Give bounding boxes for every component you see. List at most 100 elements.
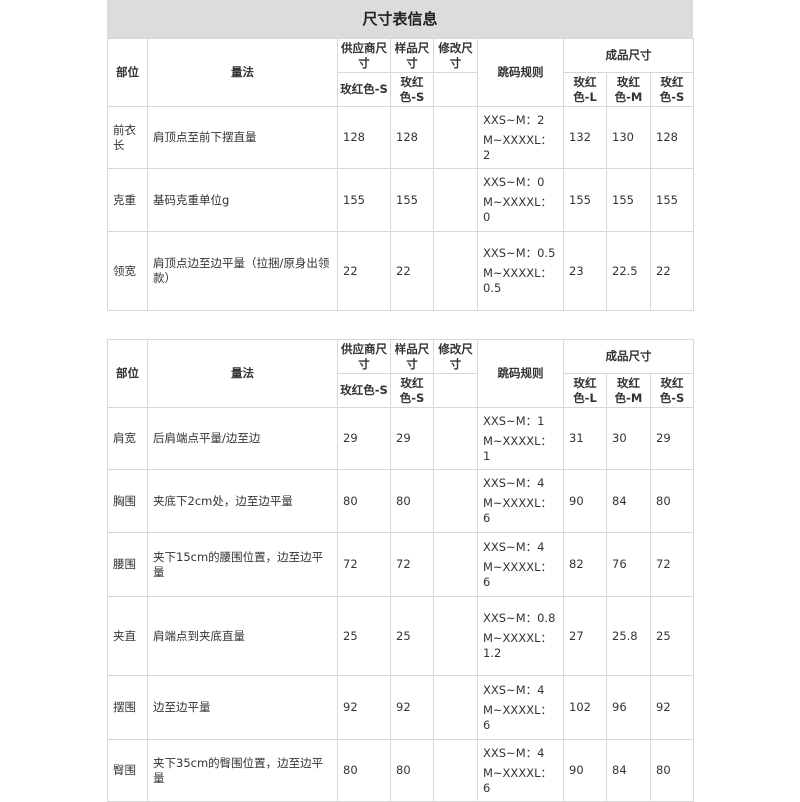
- rule-line: XXS~M：4: [483, 745, 545, 760]
- value-cell: 80: [390, 739, 434, 802]
- value-cell: 22: [337, 231, 391, 311]
- value-cell: 155: [650, 168, 694, 232]
- value-cell: 84: [606, 469, 651, 533]
- body-row: 前衣长 肩顶点至前下摆直量 128 128 XXS~M：2 M~XXXXL：2 132 130…: [107, 106, 694, 169]
- header-cell: 玫红色-L: [563, 72, 607, 107]
- header-cell: 成品尺寸: [563, 38, 694, 73]
- header-cell: 玫红色-S: [337, 373, 391, 408]
- header-cell: [433, 373, 478, 408]
- value-cell: 130: [606, 106, 651, 169]
- rule-line: M~XXXXL：6: [483, 496, 552, 525]
- value-cell: 22: [390, 231, 434, 311]
- value-cell: 30: [606, 407, 651, 470]
- value-cell: 155: [337, 168, 391, 232]
- value-cell: 102: [563, 675, 607, 740]
- value-cell: 29: [650, 407, 694, 470]
- rule-cell: XXS~M：0.8 M~XXXXL：1.2: [477, 596, 564, 676]
- part-cell: 领宽: [107, 231, 148, 311]
- header-cell: 供应商尺寸: [337, 339, 391, 374]
- value-cell: 72: [337, 532, 391, 597]
- value-cell: 76: [606, 532, 651, 597]
- part-cell: 夹直: [107, 596, 148, 676]
- rule-line: M~XXXXL：0: [483, 195, 552, 224]
- rule-line: XXS~M：4: [483, 682, 545, 697]
- method-cell: 边至边平量: [147, 675, 338, 740]
- header-cell: 成品尺寸: [563, 339, 694, 374]
- rule-line: M~XXXXL：0.5: [483, 266, 552, 295]
- part-cell: 胸围: [107, 469, 148, 533]
- value-cell: 92: [650, 675, 694, 740]
- size-table: 部位 量法 供应商尺寸 样品尺寸 修改尺寸 跳码规则 成品尺寸 玫红色-S 玫红色-S 玫红色-L…: [107, 339, 694, 802]
- rule-line: M~XXXXL：2: [483, 132, 552, 162]
- header-cell: 样品尺寸: [390, 339, 434, 374]
- body-row: 臀围 夹下35cm的臀围位置，边至边平量 80 80 XXS~M：4 M~XXXXL：6 9…: [107, 739, 694, 802]
- header-cell: 修改尺寸: [433, 339, 478, 374]
- method-cell: 夹下35cm的臀围位置，边至边平量: [147, 739, 338, 802]
- header-cell: 玫红色-S: [650, 72, 694, 107]
- method-cell: 基码克重单位g: [147, 168, 338, 232]
- rule-line: XXS~M：0.8: [483, 611, 556, 625]
- header-cell: 玫红色-S: [390, 72, 434, 107]
- value-cell: 22: [650, 231, 694, 311]
- value-cell: 80: [390, 469, 434, 533]
- value-cell: [433, 469, 478, 533]
- header-cell: 部位: [107, 38, 148, 107]
- rule-line: XXS~M：4: [483, 539, 545, 554]
- value-cell: 155: [563, 168, 607, 232]
- value-cell: 72: [390, 532, 434, 597]
- header-cell: 量法: [147, 38, 338, 107]
- rule-line: XXS~M：4: [483, 476, 545, 490]
- header-row: 玫红色-S 玫红色-S 玫红色-L 玫红色-M 玫红色-S: [108, 72, 694, 107]
- value-cell: 29: [337, 407, 391, 470]
- value-cell: 27: [563, 596, 607, 676]
- rule-cell: XXS~M：4 M~XXXXL：6: [477, 469, 564, 533]
- rule-line: M~XXXXL：1: [483, 433, 552, 463]
- body-row: 夹直 肩端点到夹底直量 25 25 XXS~M：0.8 M~XXXXL：1.2 27 25.8…: [107, 596, 694, 676]
- rule-line: M~XXXXL：6: [483, 702, 552, 732]
- body-row: 胸围 夹底下2cm处，边至边平量 80 80 XXS~M：4 M~XXXXL：6 90 84 8…: [107, 469, 694, 533]
- part-cell: 腰围: [107, 532, 148, 597]
- rule-cell: XXS~M：0.5 M~XXXXL：0.5: [477, 231, 564, 311]
- part-cell: 臀围: [107, 739, 148, 802]
- value-cell: [433, 596, 478, 676]
- value-cell: 72: [650, 532, 694, 597]
- value-cell: 23: [563, 231, 607, 311]
- value-cell: 132: [563, 106, 607, 169]
- header-row: 部位 量法 供应商尺寸 样品尺寸 修改尺寸 跳码规则 成品尺寸: [107, 339, 694, 408]
- header-row: 部位 量法 供应商尺寸 样品尺寸 修改尺寸 跳码规则 成品尺寸: [107, 38, 694, 107]
- header-row: 玫红色-S 玫红色-S 玫红色-L 玫红色-M 玫红色-S: [108, 373, 694, 408]
- method-cell: 肩顶点至前下摆直量: [147, 106, 338, 169]
- value-cell: 29: [390, 407, 434, 470]
- value-cell: 84: [606, 739, 651, 802]
- header-cell: 玫红色-S: [390, 373, 434, 408]
- body-row: 领宽 肩顶点边至边平量（拉捆/原身出领款） 22 22 XXS~M：0.5 M~XXXXL…: [107, 231, 694, 311]
- rule-line: M~XXXXL：6: [483, 765, 552, 795]
- header-cell: 修改尺寸: [433, 38, 478, 73]
- value-cell: 92: [390, 675, 434, 740]
- body-row: 摆围 边至边平量 92 92 XXS~M：4 M~XXXXL：6 102 96 92: [107, 675, 694, 740]
- value-cell: 80: [650, 739, 694, 802]
- value-cell: 25: [337, 596, 391, 676]
- method-cell: 肩顶点边至边平量（拉捆/原身出领款）: [147, 231, 338, 311]
- rule-line: XXS~M：0.5: [483, 246, 556, 260]
- rule-line: M~XXXXL：6: [483, 559, 552, 589]
- part-cell: 肩宽: [107, 407, 148, 470]
- rule-line: XXS~M：2: [483, 112, 545, 127]
- part-cell: 摆围: [107, 675, 148, 740]
- value-cell: [433, 106, 478, 169]
- method-cell: 夹底下2cm处，边至边平量: [147, 469, 338, 533]
- value-cell: 31: [563, 407, 607, 470]
- header-cell: 量法: [147, 339, 338, 408]
- part-cell: 克重: [107, 168, 148, 232]
- header-cell: 玫红色-M: [606, 72, 651, 107]
- method-cell: 肩端点到夹底直量: [147, 596, 338, 676]
- part-cell: 前衣长: [107, 106, 148, 169]
- header-cell: 玫红色-S: [337, 72, 391, 107]
- value-cell: [433, 739, 478, 802]
- value-cell: 22.5: [606, 231, 651, 311]
- header-cell: 跳码规则: [477, 339, 564, 408]
- size-table: 部位 量法 供应商尺寸 样品尺寸 修改尺寸 跳码规则 成品尺寸 玫红色-S 玫红色-S 玫红色-L…: [107, 38, 694, 311]
- rule-line: XXS~M：1: [483, 413, 545, 428]
- value-cell: 80: [337, 739, 391, 802]
